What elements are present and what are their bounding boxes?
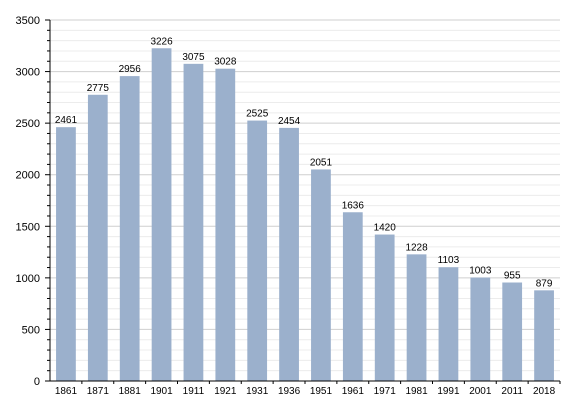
bar-1981 bbox=[406, 254, 427, 381]
bar-1936 bbox=[279, 127, 299, 382]
x-tick-label: 2001 bbox=[469, 386, 492, 397]
bar-1871 bbox=[87, 94, 108, 382]
bar-2011 bbox=[502, 282, 523, 381]
x-tick-label: 1911 bbox=[183, 386, 205, 397]
x-tick-label: 1981 bbox=[405, 386, 428, 397]
x-tick-label: 2011 bbox=[501, 386, 523, 397]
bar-2018 bbox=[534, 290, 554, 381]
data-label: 2051 bbox=[310, 157, 333, 168]
data-label: 3226 bbox=[150, 36, 173, 47]
data-labels: 2461 2775 2956 3226 3075 3028 2525 2454 2051 1636… bbox=[55, 36, 553, 289]
bar-1951 bbox=[311, 169, 331, 381]
data-label: 1103 bbox=[438, 255, 460, 266]
x-tick-label: 1951 bbox=[310, 386, 333, 397]
bar-1931 bbox=[247, 120, 268, 382]
y-tick-label: 2000 bbox=[16, 170, 40, 182]
data-label: 2525 bbox=[246, 109, 269, 120]
x-tick-label: 1931 bbox=[246, 386, 269, 397]
x-tick-label: 1871 bbox=[87, 386, 110, 397]
bar-1911 bbox=[183, 63, 204, 381]
y-tick-label: 0 bbox=[34, 376, 40, 388]
data-label: 2956 bbox=[119, 64, 142, 75]
axes: 0 500 1000 1500 2000 2500 3000 3500 1861 1871 1881… bbox=[16, 15, 561, 397]
y-tick-label: 1500 bbox=[16, 221, 40, 233]
y-tick-label: 500 bbox=[22, 324, 40, 336]
bar-1881 bbox=[119, 76, 140, 381]
data-label: 1003 bbox=[469, 266, 492, 277]
x-tick-label: 1936 bbox=[278, 386, 301, 397]
data-label: 2461 bbox=[55, 115, 78, 126]
data-label: 955 bbox=[504, 270, 521, 281]
x-tick-label: 1971 bbox=[374, 386, 397, 397]
data-label: 3075 bbox=[182, 52, 205, 63]
bars bbox=[56, 48, 554, 382]
x-tick-label: 1961 bbox=[342, 386, 365, 397]
data-label: 3028 bbox=[214, 57, 237, 68]
y-tick-label: 2500 bbox=[16, 118, 40, 130]
bar-1991 bbox=[438, 267, 459, 381]
x-tick-label: 2018 bbox=[533, 386, 556, 397]
data-label: 2775 bbox=[87, 83, 110, 94]
x-tick-label: 1991 bbox=[437, 386, 460, 397]
y-tick-label: 1000 bbox=[16, 273, 40, 285]
bar-1971 bbox=[374, 234, 395, 381]
bar-1901 bbox=[151, 48, 172, 382]
x-tick-label: 1881 bbox=[119, 386, 142, 397]
data-label: 1636 bbox=[342, 200, 365, 211]
y-tick-label: 3000 bbox=[16, 67, 40, 79]
y-tick-label: 3500 bbox=[16, 15, 40, 27]
bar-1921 bbox=[215, 68, 236, 382]
x-tick-label: 1861 bbox=[55, 386, 78, 397]
bar-2001 bbox=[470, 277, 491, 381]
data-label: 1420 bbox=[374, 223, 397, 234]
x-tick-label: 1901 bbox=[150, 386, 173, 397]
x-tick-label: 1921 bbox=[214, 386, 237, 397]
bar-1861 bbox=[56, 127, 76, 381]
data-label: 879 bbox=[536, 278, 553, 289]
data-label: 1228 bbox=[405, 242, 428, 253]
data-label: 2454 bbox=[278, 116, 301, 127]
bar-1961 bbox=[342, 212, 363, 381]
